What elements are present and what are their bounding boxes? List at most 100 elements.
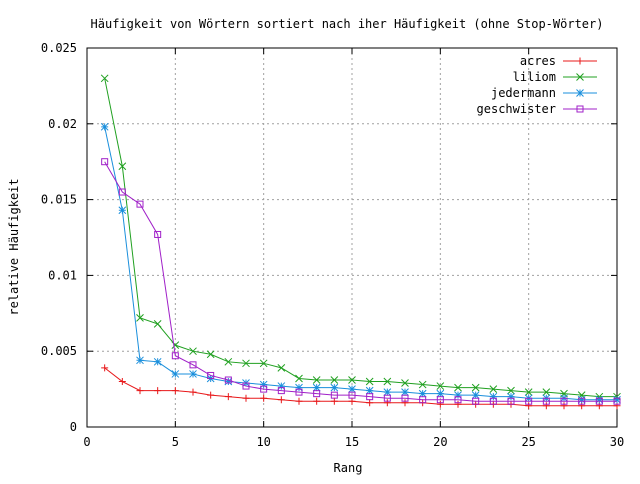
- legend-label-geschwister: geschwister: [477, 102, 556, 116]
- plot-layer: 0 5 10 15 20 25 30 0 0.005 0.01 0.015 0.02 0.025 acre…: [41, 41, 624, 449]
- data-point-geschwister: [295, 388, 303, 396]
- data-point-acres: [260, 394, 268, 402]
- data-point-liliom: [153, 320, 162, 328]
- data-point-acres: [348, 397, 356, 405]
- data-point-geschwister: [525, 397, 533, 405]
- data-point-liliom: [330, 376, 339, 384]
- data-point-jedermann: [224, 377, 233, 386]
- series-line-liliom: [104, 78, 617, 398]
- data-point-jedermann: [418, 389, 427, 398]
- data-point-acres: [578, 402, 586, 410]
- data-point-jedermann: [312, 383, 321, 392]
- x-tick-label: 5: [172, 435, 179, 449]
- data-point-liliom: [277, 364, 286, 372]
- data-point-acres: [560, 402, 568, 410]
- chart-title: Häufigkeit von Wörtern sortiert nach ihe…: [91, 17, 604, 31]
- series-line-geschwister: [104, 161, 617, 402]
- data-point-liliom: [259, 359, 268, 368]
- data-point-geschwister: [472, 397, 480, 405]
- legend-marker-geschwister: [576, 105, 584, 113]
- data-point-geschwister: [489, 397, 497, 405]
- data-point-liliom: [542, 388, 551, 396]
- data-point-liliom: [295, 374, 303, 383]
- legend-label-liliom: liliom: [513, 70, 556, 84]
- x-axis-label: Rang: [334, 461, 363, 475]
- data-point-geschwister: [242, 382, 250, 390]
- data-point-geschwister: [542, 397, 550, 405]
- data-point-jedermann: [401, 388, 409, 396]
- data-point-geschwister: [383, 394, 391, 402]
- data-point-acres: [242, 394, 250, 402]
- data-point-jedermann: [277, 382, 286, 390]
- data-point-geschwister: [330, 391, 338, 399]
- data-point-geschwister: [578, 397, 586, 405]
- data-point-jedermann: [383, 388, 392, 396]
- data-point-liliom: [348, 376, 356, 384]
- data-point-liliom: [206, 350, 215, 359]
- data-point-acres: [436, 400, 444, 408]
- data-point-jedermann: [471, 391, 480, 400]
- data-point-jedermann: [100, 122, 109, 131]
- y-tick-label: 0.01: [48, 268, 77, 282]
- data-point-acres: [454, 400, 462, 408]
- x-tick-label: 20: [433, 435, 447, 449]
- legend-marker-acres: [576, 57, 584, 65]
- data-point-geschwister: [366, 393, 374, 401]
- data-point-jedermann: [454, 391, 462, 400]
- data-point-acres: [613, 402, 621, 410]
- x-tick-label: 0: [83, 435, 90, 449]
- legend-label-acres: acres: [520, 54, 556, 68]
- y-axis-label: relative Häufigkeit: [7, 178, 21, 315]
- data-point-geschwister: [260, 385, 268, 393]
- data-point-liliom: [224, 357, 233, 366]
- data-point-liliom: [383, 377, 392, 386]
- data-point-geschwister: [436, 396, 444, 404]
- data-point-liliom: [189, 347, 197, 356]
- data-point-geschwister: [419, 396, 427, 404]
- data-point-liliom: [524, 388, 533, 396]
- y-tick-label: 0.025: [41, 41, 77, 55]
- data-point-acres: [313, 397, 321, 405]
- data-point-acres: [330, 397, 338, 405]
- data-point-jedermann: [348, 385, 356, 393]
- data-point-liliom: [436, 382, 445, 390]
- data-point-geschwister: [348, 391, 356, 399]
- y-tick-label: 0.02: [48, 117, 77, 131]
- data-point-geschwister: [277, 387, 285, 395]
- data-point-acres: [207, 391, 215, 399]
- data-point-liliom: [312, 376, 321, 384]
- data-point-jedermann: [489, 392, 498, 401]
- data-point-geschwister: [613, 397, 621, 405]
- data-point-geschwister: [560, 397, 568, 405]
- y-tick-label: 0.005: [41, 344, 77, 358]
- data-point-acres: [295, 397, 303, 405]
- data-point-geschwister: [189, 361, 197, 369]
- data-point-acres: [171, 387, 179, 395]
- data-point-liliom: [454, 383, 462, 392]
- x-tick-label: 25: [521, 435, 535, 449]
- legend-marker-liliom: [576, 73, 584, 81]
- data-point-geschwister: [154, 230, 162, 238]
- data-point-liliom: [136, 313, 144, 322]
- legend-marker-jedermann: [576, 89, 584, 97]
- data-point-acres: [595, 402, 603, 410]
- data-point-jedermann: [189, 370, 197, 378]
- y-tick-label: 0: [70, 420, 77, 434]
- data-point-liliom: [507, 386, 515, 395]
- data-point-acres: [401, 399, 409, 407]
- data-point-jedermann: [295, 383, 303, 392]
- data-point-acres: [525, 402, 533, 410]
- data-point-geschwister: [454, 396, 462, 404]
- data-point-geschwister: [507, 397, 515, 405]
- data-point-acres: [189, 388, 197, 396]
- data-point-acres: [542, 402, 550, 410]
- data-point-liliom: [401, 379, 409, 387]
- data-point-acres: [224, 393, 232, 401]
- legend-label-jedermann: jedermann: [491, 86, 556, 100]
- data-point-geschwister: [224, 376, 232, 384]
- data-point-geschwister: [101, 158, 109, 166]
- data-point-liliom: [471, 383, 480, 392]
- data-point-jedermann: [136, 356, 144, 365]
